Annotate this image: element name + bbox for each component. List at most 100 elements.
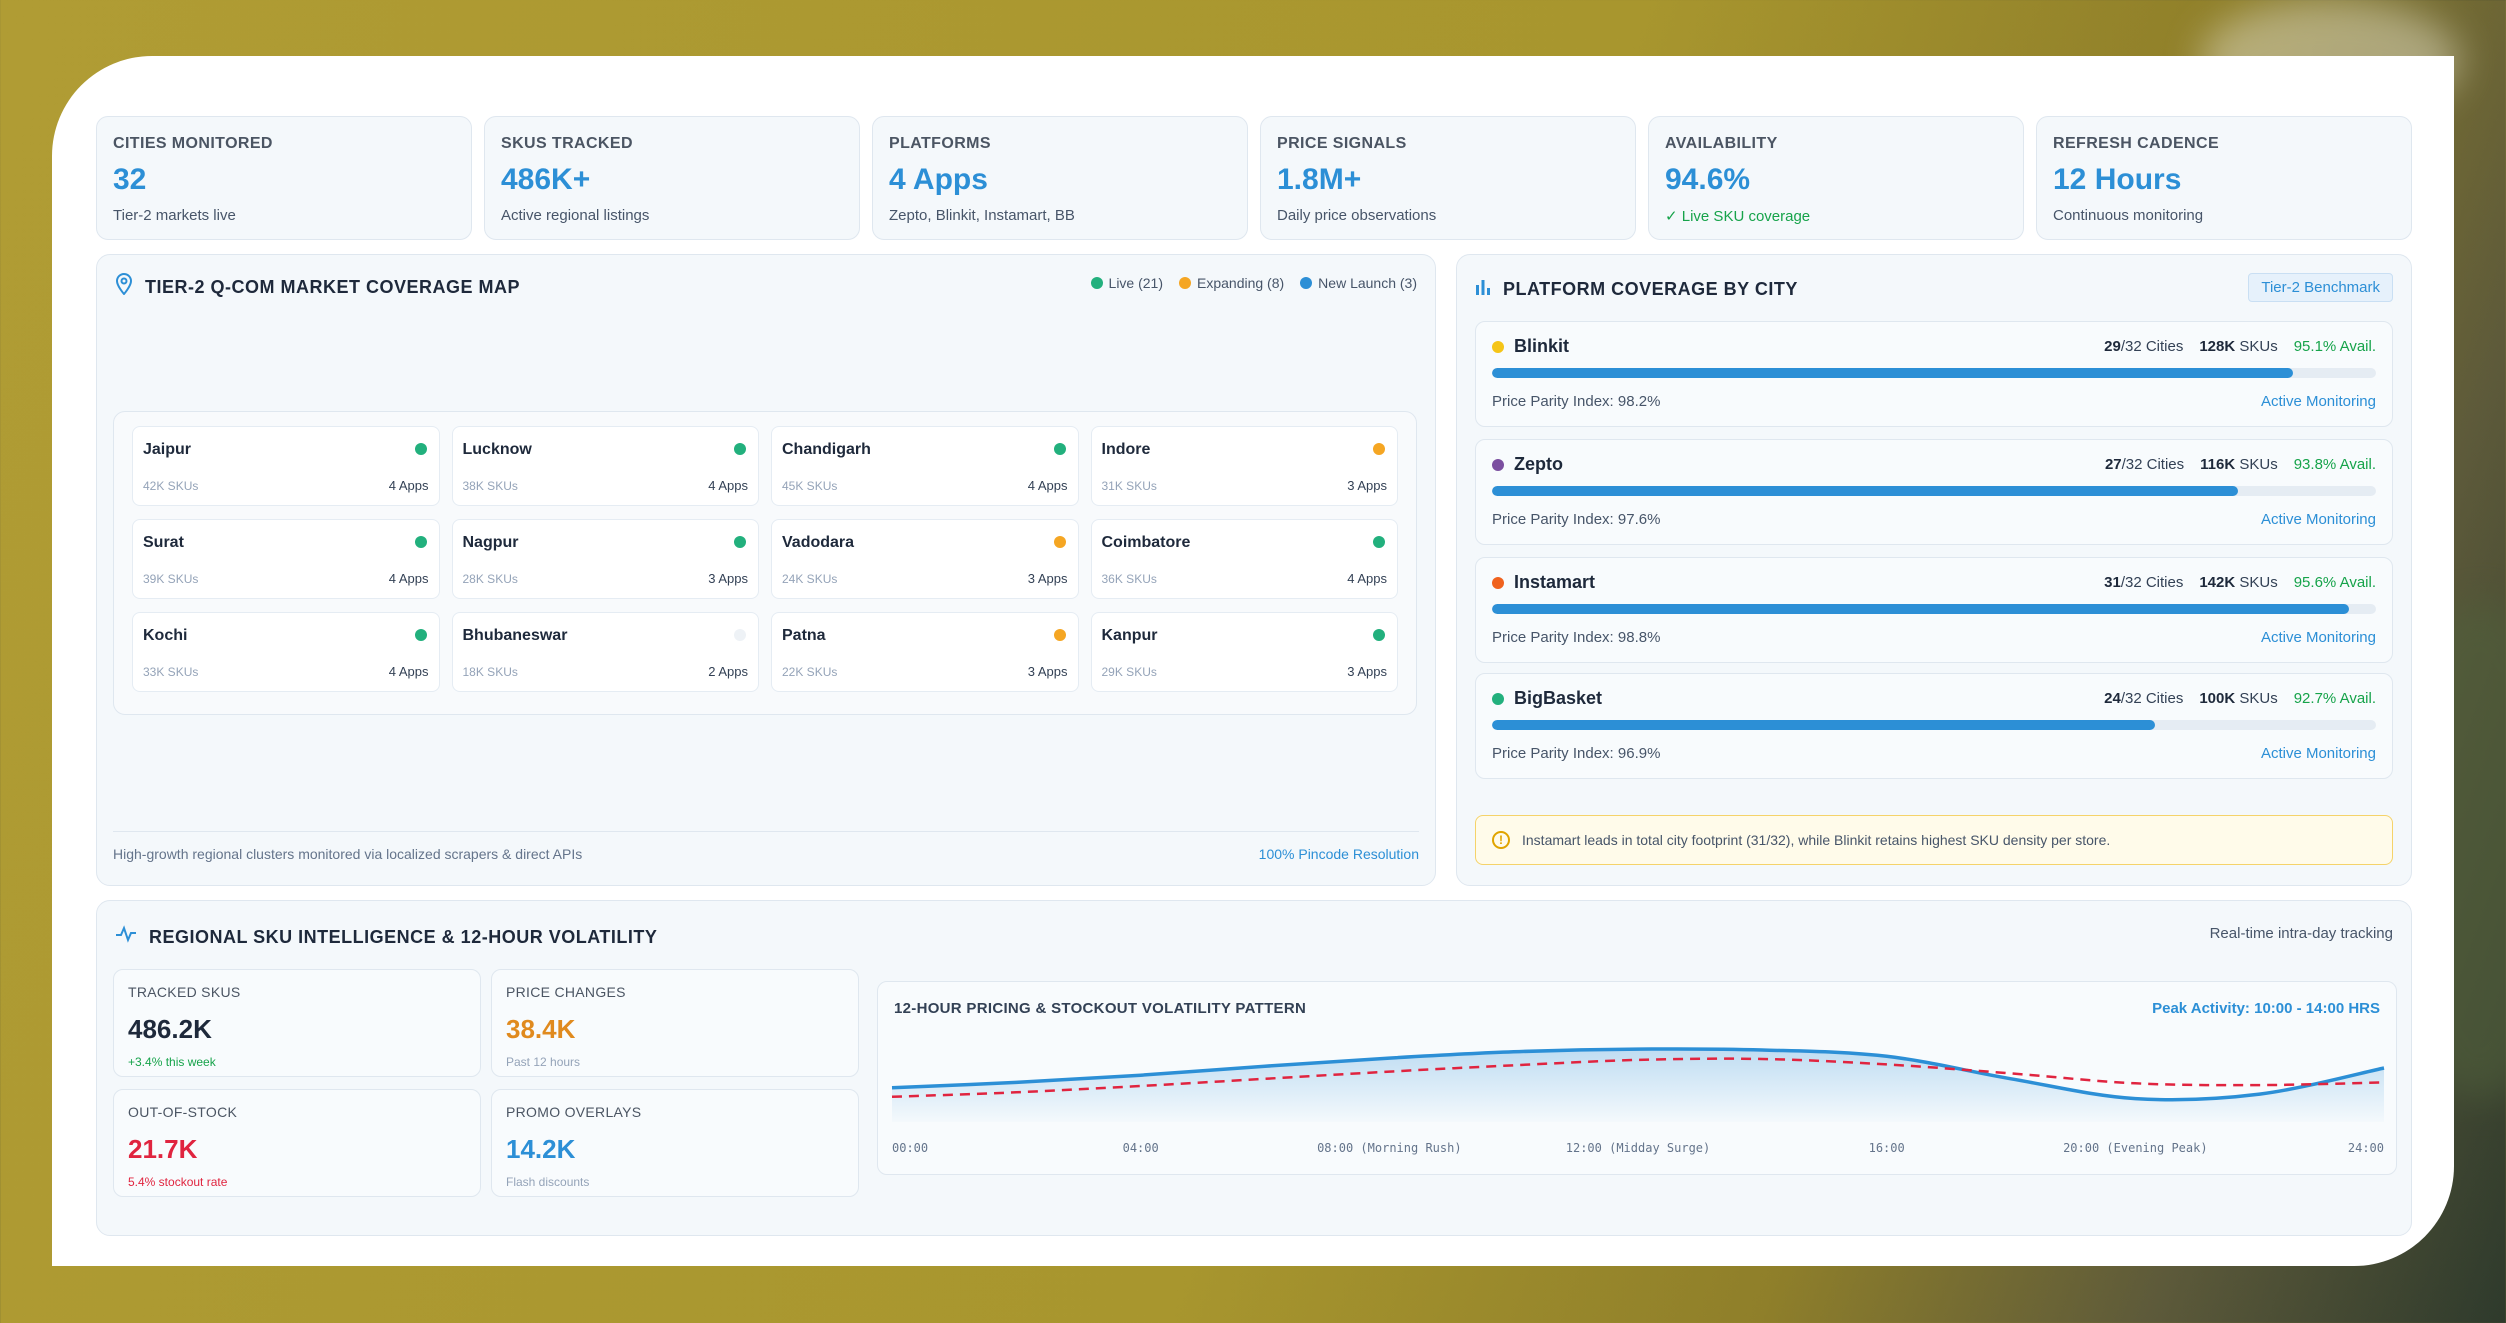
kpi-card: AVAILABILITY 94.6% ✓ Live SKU coverage — [1648, 116, 2024, 240]
city-card[interactable]: Vadodara 24K SKUs 3 Apps — [771, 519, 1079, 599]
kpi-subtext: ✓ Live SKU coverage — [1665, 207, 2007, 225]
kpi-value: 1.8M+ — [1277, 163, 1362, 196]
city-status-dot — [1053, 629, 1066, 641]
city-name: Patna — [782, 627, 826, 644]
platform-sku-count-num: 128K — [2199, 338, 2236, 355]
platform-city-count: 24/32 Cities — [2104, 690, 2183, 707]
legend-label: Live (21) — [1108, 275, 1163, 291]
pulse-icon — [115, 925, 137, 949]
platform-sku-unit: SKUs — [2239, 338, 2278, 355]
kpi-subtext-label: Tier-2 markets live — [113, 207, 236, 224]
platform-card[interactable]: BigBasket 24/32 Cities 100K SKUs 92.7% Avai… — [1475, 673, 2393, 779]
legend-label: New Launch (3) — [1318, 275, 1417, 291]
city-card[interactable]: Jaipur 42K SKUs 4 Apps — [132, 426, 440, 506]
legend-dot — [1179, 277, 1191, 289]
platform-coverage-bar — [1492, 720, 2376, 730]
metric-subtext: Past 12 hours — [506, 1055, 581, 1069]
platform-card[interactable]: Instamart 31/32 Cities 142K SKUs 95.6% Avai… — [1475, 557, 2393, 663]
city-status-dot — [1053, 443, 1066, 455]
metric-label: OUT-OF-STOCK — [128, 1104, 238, 1120]
metric-subtext: 5.4% stockout rate — [128, 1175, 228, 1189]
metric-card: TRACKED SKUS 486.2K +3.4% this week — [113, 969, 481, 1077]
platform-name: Blinkit — [1492, 336, 1569, 357]
platform-sku-unit: SKUs — [2239, 574, 2278, 591]
city-card[interactable]: Lucknow 38K SKUs 4 Apps — [451, 426, 759, 506]
city-status-dot — [734, 443, 746, 455]
city-sku-count: 29K SKUs — [1101, 665, 1157, 679]
platform-city-count-rest: /32 Cities — [2120, 574, 2184, 591]
platform-city-count-rest: /32 Cities — [2120, 690, 2184, 707]
city-card[interactable]: Surat 39K SKUs 4 Apps — [132, 519, 440, 599]
realtime-label: Real-time intra-day tracking — [2209, 925, 2393, 942]
city-app-count: 4 Apps — [388, 571, 429, 586]
kpi-subtext-label: Live SKU coverage — [1681, 208, 1811, 225]
x-tick-label: 08:00 (Morning Rush) — [1317, 1141, 1462, 1155]
platform-coverage-title: PLATFORM COVERAGE BY CITY — [1475, 277, 1798, 301]
platform-city-count-num: 31 — [2104, 574, 2121, 591]
city-card[interactable]: Chandigarh 45K SKUs 4 Apps — [771, 426, 1079, 506]
kpi-subtext-label: Active regional listings — [501, 207, 650, 224]
city-name: Indore — [1101, 441, 1151, 458]
city-sku-count: 24K SKUs — [782, 572, 838, 586]
pincode-resolution-link[interactable]: 100% Pincode Resolution — [1258, 846, 1419, 862]
city-status-dot — [1053, 536, 1066, 548]
city-sku-count: 28K SKUs — [462, 572, 518, 586]
city-name: Jaipur — [143, 441, 192, 458]
platform-card[interactable]: Zepto 27/32 Cities 116K SKUs 93.8% Avail. Pr… — [1475, 439, 2393, 545]
platform-sku-count: 142K SKUs — [2199, 574, 2277, 591]
city-card[interactable]: Kanpur 29K SKUs 3 Apps — [1090, 612, 1398, 692]
city-app-count: 4 Apps — [708, 478, 748, 493]
platform-city-count-num: 24 — [2104, 690, 2121, 707]
city-card[interactable]: Indore 31K SKUs 3 Apps — [1090, 426, 1398, 506]
city-status-dot — [734, 629, 746, 641]
price-parity-index: Price Parity Index: 98.8% — [1492, 629, 1661, 646]
city-grid: Jaipur 42K SKUs 4 Apps Lucknow 38K SKUs 4 App… — [113, 411, 1417, 715]
city-card[interactable]: Nagpur 28K SKUs 3 Apps — [451, 519, 759, 599]
platform-color-dot — [1492, 340, 1504, 353]
active-monitoring-link[interactable]: Active Monitoring — [2260, 629, 2376, 646]
platform-sku-count: 100K SKUs — [2199, 690, 2277, 707]
active-monitoring-link[interactable]: Active Monitoring — [2260, 511, 2376, 528]
platform-sku-count-num: 142K — [2199, 574, 2236, 591]
x-tick-label: 04:00 — [1123, 1141, 1159, 1155]
platform-name-text: Blinkit — [1514, 336, 1570, 356]
regional-intelligence-panel: REGIONAL SKU INTELLIGENCE & 12-HOUR VOLA… — [96, 900, 2412, 1236]
metric-value: 21.7K — [128, 1134, 198, 1164]
platform-stats: 24/32 Cities 100K SKUs 92.7% Avail. — [2104, 690, 2376, 707]
city-sku-count: 42K SKUs — [143, 479, 199, 493]
kpi-card: SKUS TRACKED 486K+ Active regional listing… — [484, 116, 860, 240]
kpi-subtext: Continuous monitoring — [2053, 207, 2395, 224]
kpi-subtext: Tier-2 markets live — [113, 207, 455, 224]
map-footer: High-growth regional clusters monitored … — [113, 831, 1419, 862]
coverage-map-title: TIER-2 Q-COM MARKET COVERAGE MAP — [115, 272, 520, 301]
platform-card[interactable]: Blinkit 29/32 Cities 128K SKUs 95.1% Avail.… — [1475, 321, 2393, 427]
city-card[interactable]: Coimbatore 36K SKUs 4 Apps — [1090, 519, 1398, 599]
platform-coverage-fill — [1492, 486, 2239, 496]
metric-label: PROMO OVERLAYS — [506, 1104, 642, 1120]
regional-intelligence-title-text: REGIONAL SKU INTELLIGENCE & 12-HOUR VOLA… — [149, 926, 658, 947]
x-tick-label: 20:00 (Evening Peak) — [2063, 1141, 2208, 1155]
kpi-card: PRICE SIGNALS 1.8M+ Daily price observatio… — [1260, 116, 1636, 240]
city-card[interactable]: Bhubaneswar 18K SKUs 2 Apps — [451, 612, 759, 692]
platform-color-dot — [1492, 458, 1504, 471]
metric-value: 486.2K — [128, 1014, 212, 1044]
city-app-count: 4 Apps — [1347, 571, 1387, 586]
insight-note: ! Instamart leads in total city footprin… — [1475, 815, 2393, 865]
active-monitoring-link[interactable]: Active Monitoring — [2260, 393, 2376, 410]
bar-chart-icon — [1475, 277, 1491, 301]
city-card[interactable]: Patna 22K SKUs 3 Apps — [771, 612, 1079, 692]
platform-name-text: Zepto — [1514, 454, 1563, 474]
active-monitoring-link[interactable]: Active Monitoring — [2260, 745, 2376, 762]
city-sku-count: 22K SKUs — [782, 665, 838, 679]
city-card[interactable]: Kochi 33K SKUs 4 Apps — [132, 612, 440, 692]
city-status-dot — [414, 629, 427, 641]
kpi-value: 486K+ — [501, 163, 591, 196]
kpi-subtext: Active regional listings — [501, 207, 843, 224]
kpi-card: REFRESH CADENCE 12 Hours Continuous monito… — [2036, 116, 2412, 240]
kpi-label: SKUS TRACKED — [501, 135, 633, 152]
city-sku-count: 31K SKUs — [1101, 479, 1157, 493]
city-status-dot — [1373, 536, 1385, 548]
tier2-benchmark-button[interactable]: Tier-2 Benchmark — [2248, 273, 2393, 302]
kpi-value: 32 — [113, 163, 147, 196]
kpi-label: PRICE SIGNALS — [1277, 135, 1407, 152]
